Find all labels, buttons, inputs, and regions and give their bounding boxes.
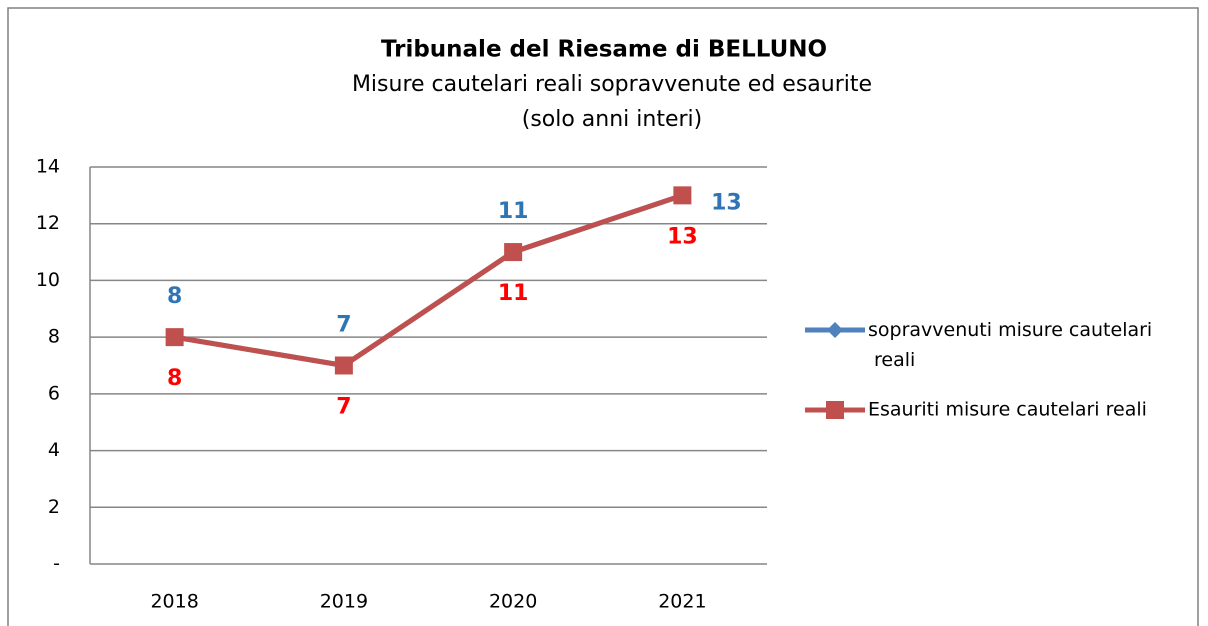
- data-label: 7: [336, 395, 351, 420]
- marker: [334, 356, 353, 375]
- x-tick-label: 2018: [150, 591, 198, 613]
- y-tick-label: 4: [48, 439, 60, 461]
- x-tick-label: 2021: [658, 591, 706, 613]
- y-tick-label: 10: [36, 269, 60, 291]
- data-label: 13: [711, 190, 742, 215]
- y-tick-label: 6: [48, 382, 60, 404]
- data-label: 11: [498, 281, 529, 306]
- chart-frame: [7, 7, 1199, 626]
- y-tick-label: 12: [36, 212, 60, 234]
- chart-title: Tribunale del Riesame di BELLUNO: [381, 37, 827, 63]
- x-tick-label: 2020: [489, 591, 537, 613]
- marker: [165, 328, 184, 347]
- y-tick-label: -: [53, 553, 60, 575]
- legend-marker: [827, 322, 843, 338]
- data-label: 11: [498, 199, 529, 224]
- marker: [673, 186, 692, 205]
- chart-subtitle: (solo anni interi): [522, 107, 703, 132]
- legend-label: sopravvenuti misure cautelari reali: [868, 319, 1152, 371]
- y-tick-label: 8: [48, 326, 60, 348]
- marker: [504, 243, 523, 262]
- data-label: 7: [336, 313, 351, 338]
- data-label: 8: [167, 366, 182, 391]
- data-label: 13: [667, 224, 698, 249]
- y-tick-label: 2: [48, 496, 60, 518]
- legend-marker: [826, 401, 844, 419]
- chart-subtitle: Misure cautelari reali sopravvenute ed e…: [352, 72, 872, 97]
- y-tick-label: 14: [36, 156, 60, 178]
- x-tick-label: 2019: [320, 591, 368, 613]
- series-line: [174, 192, 684, 369]
- legend-label: Esauriti misure cautelari reali: [868, 399, 1147, 421]
- data-label: 8: [167, 284, 182, 309]
